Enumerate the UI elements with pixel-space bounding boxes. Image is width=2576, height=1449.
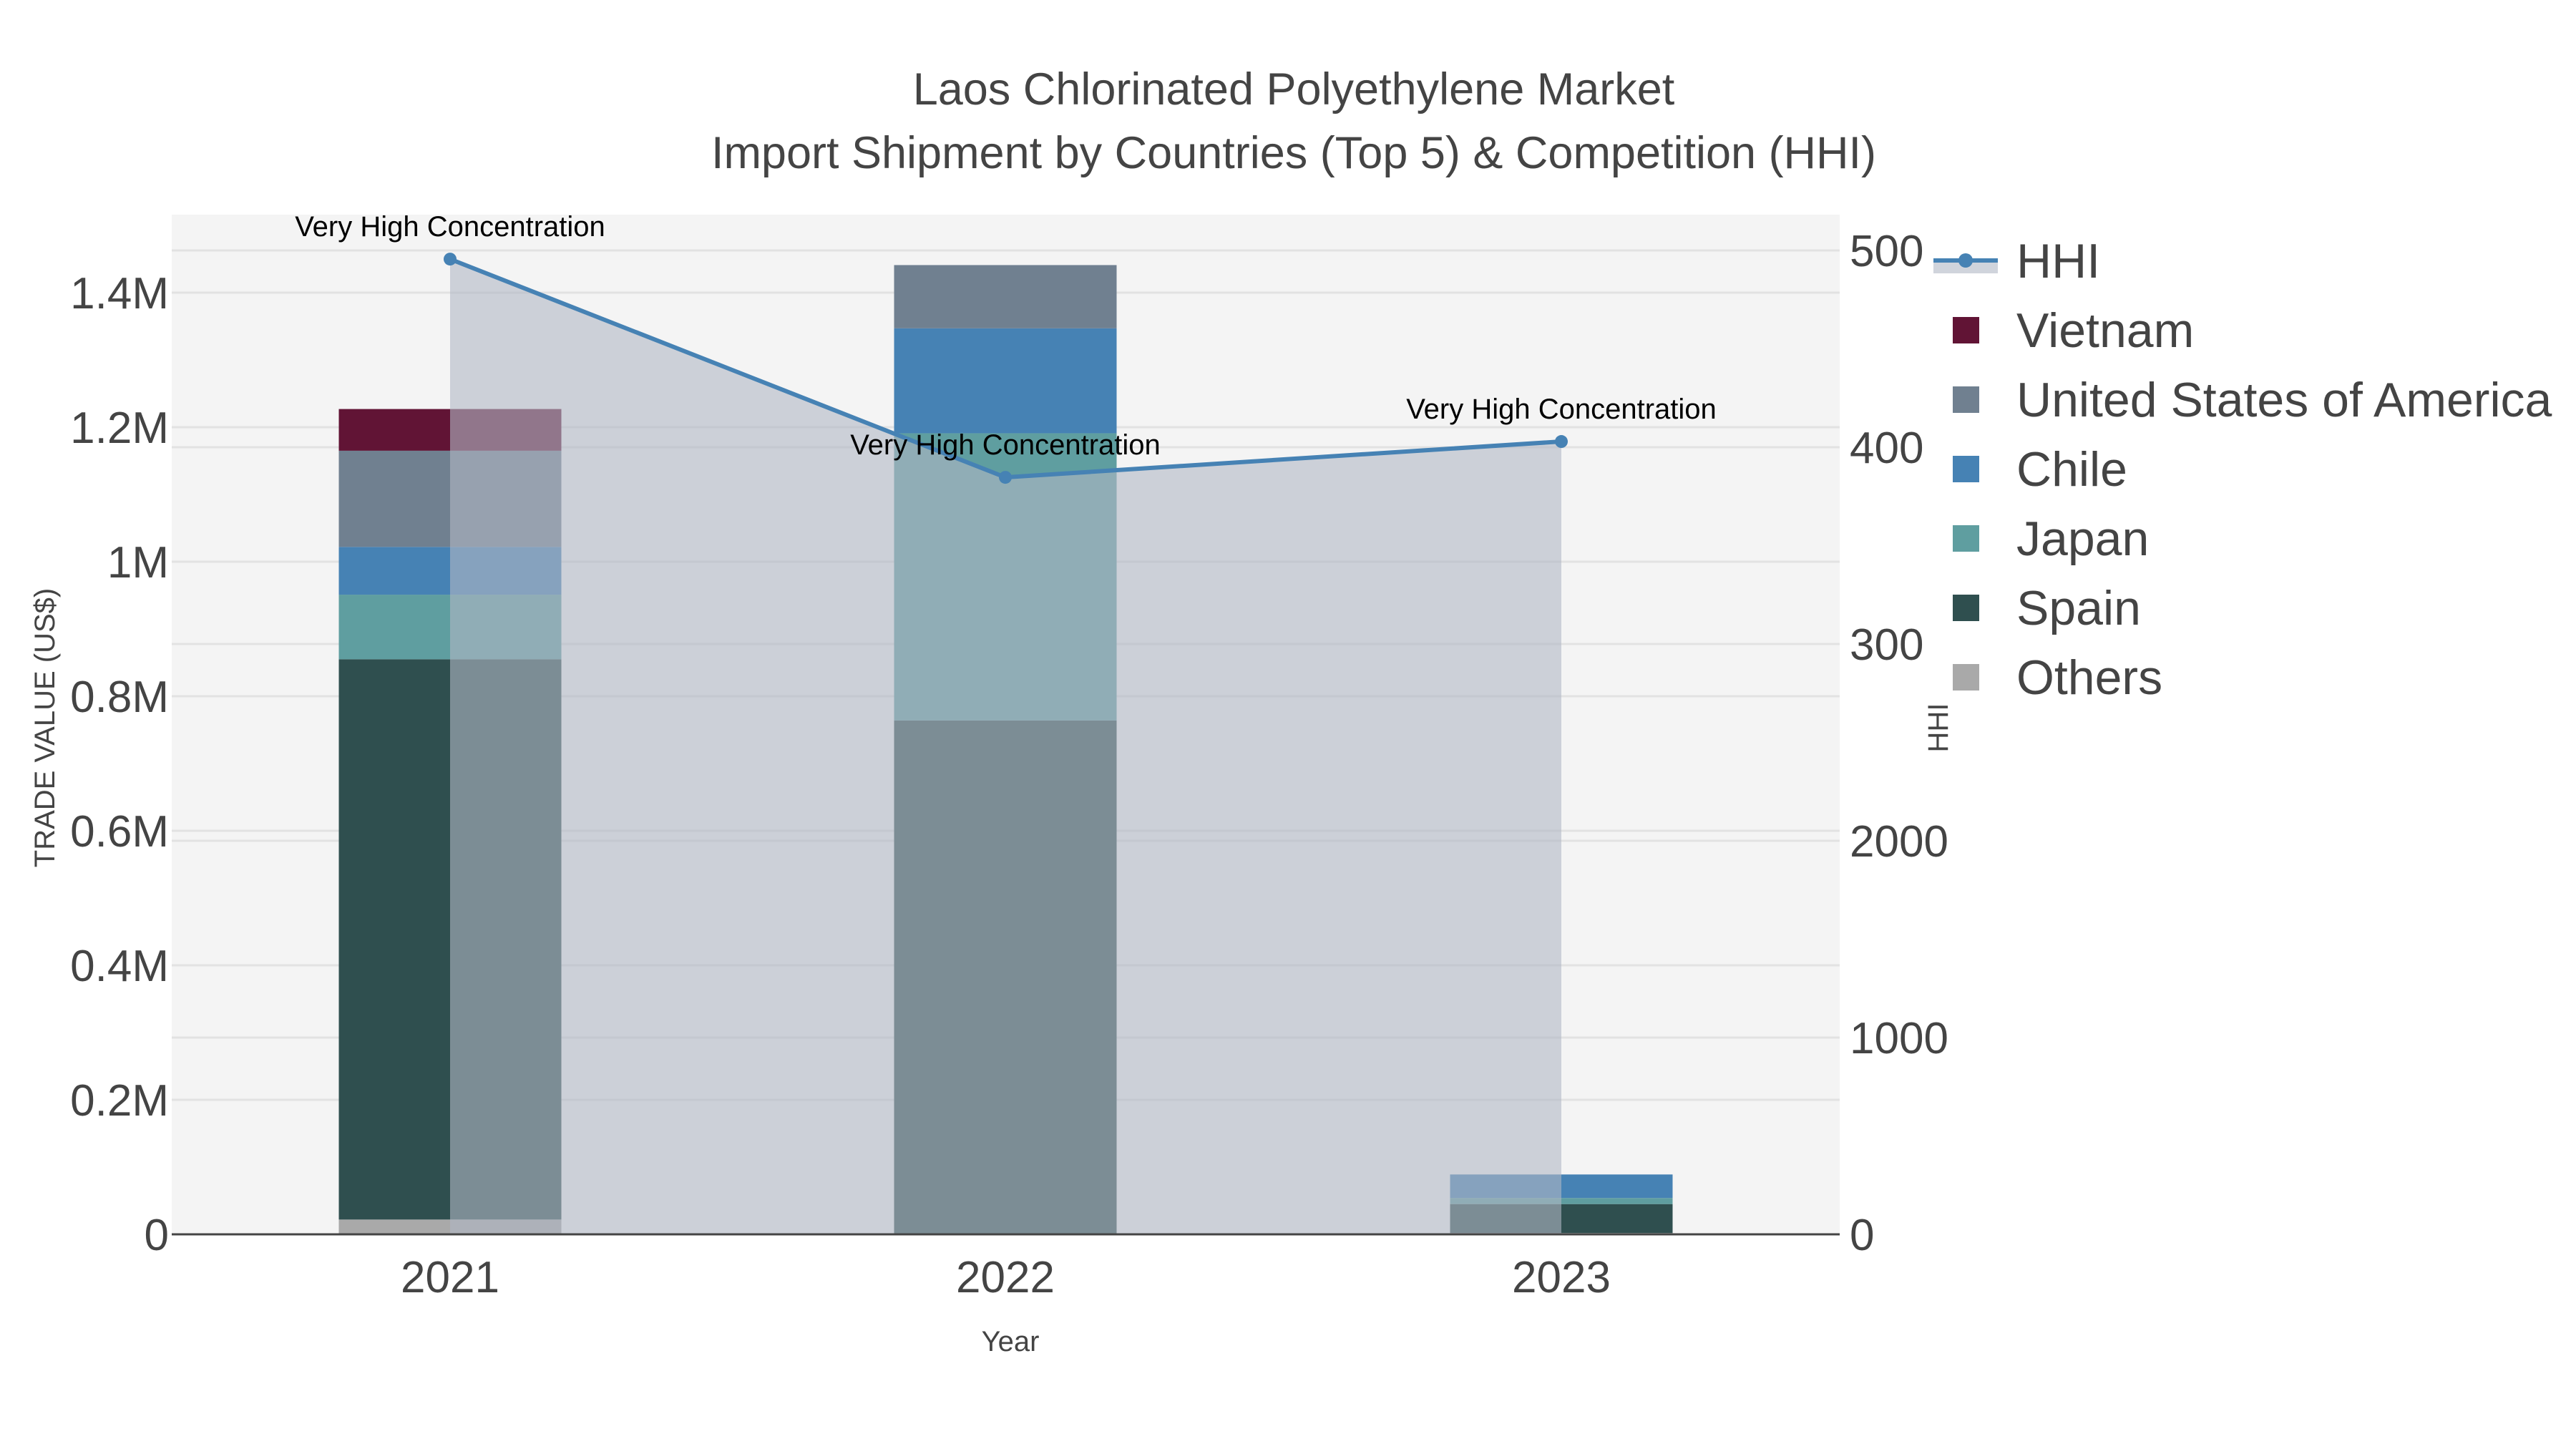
legend-swatch-icon (1953, 525, 1979, 552)
y-left-tick-label: 1.4M (70, 269, 169, 318)
chart-title-line2: Import Shipment by Countries (Top 5) & C… (711, 128, 1876, 178)
legend-swatch-icon (1953, 664, 1979, 691)
hhi-marker-2023[interactable] (1555, 435, 1568, 449)
hhi-series (444, 253, 1568, 1235)
legend-label: Chile (2016, 442, 2127, 497)
y-right-ticks: 0 1000 2000 300 400 500 (1850, 227, 1948, 1260)
legend-item-hhi[interactable]: HHI (1933, 234, 2100, 288)
y-right-tick-label: 300 (1850, 620, 1923, 670)
chart-title-line1: Laos Chlorinated Polyethylene Market (913, 64, 1675, 114)
legend-item-united-states-of-america[interactable]: United States of America (1953, 373, 2552, 427)
y-left-tick-label: 0 (145, 1211, 169, 1260)
y-left-tick-label: 1.2M (70, 404, 169, 453)
legend-label: Spain (2016, 581, 2141, 635)
hhi-marker-2021[interactable] (444, 253, 457, 266)
legend-label: Others (2016, 650, 2162, 705)
y-left-ticks: 0 0.2M 0.4M 0.6M 0.8M 1M 1.2M 1.4M (70, 269, 169, 1260)
y-left-tick-label: 0.2M (70, 1076, 169, 1126)
y-left-tick-label: 0.8M (70, 673, 169, 722)
legend-label: Vietnam (2016, 303, 2194, 358)
bar-segment-united-states-of-america-2022[interactable] (894, 265, 1117, 328)
legend-item-vietnam[interactable]: Vietnam (1953, 303, 2194, 358)
y-left-tick-label: 1M (107, 538, 169, 587)
y-right-tick-label: 500 (1850, 227, 1923, 276)
hhi-marker-2022[interactable] (999, 471, 1012, 484)
y-right-tick-label: 2000 (1850, 817, 1948, 867)
legend: HHI Vietnam United States of America Chile J… (1933, 234, 2552, 705)
hhi-annotation-2021: Very High Concentration (295, 211, 605, 243)
legend-item-chile[interactable]: Chile (1953, 442, 2127, 497)
legend-swatch-icon (1953, 317, 1979, 343)
legend-item-others[interactable]: Others (1953, 650, 2162, 705)
x-tick-label-2021: 2021 (401, 1253, 499, 1302)
y-right-tick-label: 0 (1850, 1211, 1874, 1260)
y-right-axis-title: HHI (1923, 703, 1954, 753)
y-left-axis-title: TRADE VALUE (US$) (29, 588, 61, 867)
legend-label: United States of America (2016, 373, 2552, 427)
x-ticks: 2021 2022 2023 (401, 1253, 1611, 1302)
legend-label: Japan (2016, 512, 2149, 566)
x-tick-label-2022: 2022 (956, 1253, 1055, 1302)
hhi-annotation-2022: Very High Concentration (850, 429, 1161, 461)
x-tick-label-2023: 2023 (1512, 1253, 1611, 1302)
y-left-tick-label: 0.4M (70, 942, 169, 991)
y-right-tick-label: 1000 (1850, 1014, 1948, 1063)
legend-item-spain[interactable]: Spain (1953, 581, 2141, 635)
legend-swatch-icon (1953, 456, 1979, 482)
annotations: Very High Concentration Very High Concent… (295, 211, 1717, 461)
hhi-annotation-2023: Very High Concentration (1406, 394, 1717, 425)
y-left-tick-label: 0.6M (70, 807, 169, 857)
legend-swatch-icon (1953, 386, 1979, 413)
legend-item-japan[interactable]: Japan (1953, 512, 2149, 566)
hhi-area (450, 259, 1561, 1235)
legend-swatch-icon (1953, 595, 1979, 621)
legend-label: HHI (2016, 234, 2100, 288)
y-right-tick-label: 400 (1850, 424, 1923, 473)
bar-segment-chile-2022[interactable] (894, 328, 1117, 434)
legend-marker-icon (1958, 253, 1973, 268)
x-axis-title: Year (982, 1326, 1040, 1357)
